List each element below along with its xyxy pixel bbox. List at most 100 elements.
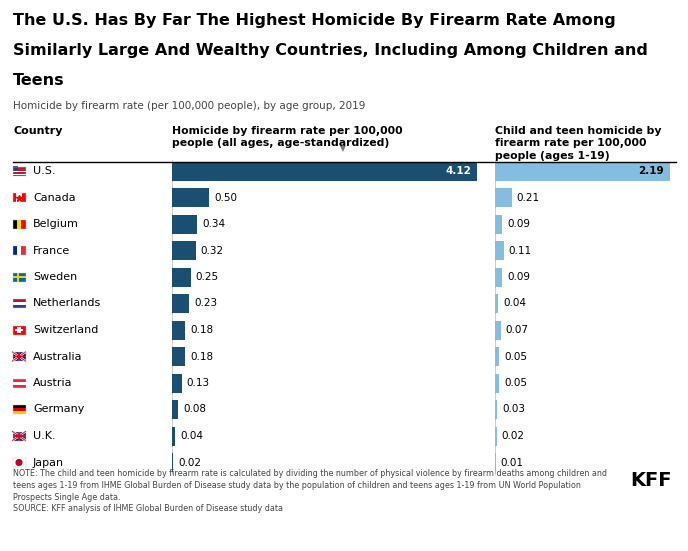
Text: France: France [33, 246, 70, 256]
Bar [495, 453, 496, 472]
Text: Japan: Japan [33, 457, 64, 467]
Text: 0.04: 0.04 [180, 431, 203, 441]
Text: 2.19: 2.19 [638, 166, 664, 176]
Bar [495, 294, 498, 313]
Bar [17, 327, 21, 333]
Bar [12, 435, 25, 436]
Text: 4.12: 4.12 [445, 166, 471, 176]
Text: Teens: Teens [13, 73, 65, 88]
Bar [12, 302, 25, 305]
Bar [495, 161, 670, 181]
Text: The U.S. Has By Far The Highest Homicide By Firearm Rate Among: The U.S. Has By Far The Highest Homicide… [13, 13, 616, 28]
Bar [172, 294, 189, 313]
Text: 0.18: 0.18 [191, 352, 213, 361]
Bar [18, 352, 20, 361]
Bar [495, 241, 504, 260]
Bar [12, 219, 17, 229]
Bar [172, 453, 173, 472]
Bar [495, 426, 497, 446]
Bar [12, 458, 25, 467]
Bar [12, 405, 25, 414]
Bar [17, 273, 19, 282]
Bar [12, 172, 25, 174]
Text: Germany: Germany [33, 404, 85, 414]
Text: U.K.: U.K. [33, 431, 56, 441]
Bar [172, 400, 178, 419]
Bar [12, 385, 25, 387]
Text: 0.18: 0.18 [191, 325, 213, 335]
Text: 0.05: 0.05 [504, 378, 527, 388]
Text: 0.21: 0.21 [517, 192, 540, 203]
Bar [12, 246, 25, 255]
Bar [18, 431, 20, 440]
Bar [22, 193, 25, 202]
Text: 0.05: 0.05 [504, 352, 527, 361]
Bar [12, 276, 25, 278]
Bar [12, 435, 25, 437]
Bar [12, 299, 25, 302]
Bar [495, 321, 501, 339]
Bar [495, 374, 499, 392]
Text: 0.11: 0.11 [509, 246, 532, 256]
Bar [172, 321, 185, 339]
Text: 0.01: 0.01 [501, 457, 524, 467]
Bar [21, 219, 25, 229]
Text: ▼: ▼ [340, 144, 346, 153]
Text: Homicide by firearm rate (per 100,000 people), by age group, 2019: Homicide by firearm rate (per 100,000 pe… [13, 101, 365, 111]
Bar [12, 326, 25, 334]
Bar [12, 166, 25, 176]
Bar [12, 326, 25, 334]
Text: Belgium: Belgium [33, 219, 79, 229]
Text: Sweden: Sweden [33, 272, 77, 282]
Bar [12, 379, 25, 381]
Bar [172, 188, 209, 207]
Bar [12, 166, 25, 176]
Text: KFF: KFF [630, 471, 672, 490]
Bar [17, 246, 21, 255]
Bar [12, 166, 18, 171]
Text: 0.25: 0.25 [195, 272, 219, 282]
Text: 0.09: 0.09 [507, 219, 530, 229]
Text: 0.03: 0.03 [502, 404, 526, 414]
Bar [172, 241, 195, 260]
Text: 0.02: 0.02 [502, 431, 524, 441]
Bar [172, 426, 175, 446]
Bar [172, 161, 477, 181]
Bar [21, 246, 25, 255]
Bar [495, 400, 497, 419]
Text: 0.50: 0.50 [214, 192, 237, 203]
Text: 0.07: 0.07 [506, 325, 528, 335]
Text: 0.04: 0.04 [503, 299, 526, 309]
Text: 0.02: 0.02 [178, 457, 202, 467]
Bar [12, 431, 25, 440]
Text: Country: Country [13, 126, 63, 136]
Bar [12, 246, 17, 255]
Bar [12, 355, 25, 358]
Text: 0.08: 0.08 [183, 404, 206, 414]
Bar [172, 214, 197, 234]
Bar [172, 347, 185, 366]
Bar [12, 299, 25, 308]
Bar [12, 219, 25, 229]
Text: Austria: Austria [33, 378, 72, 388]
Bar [12, 305, 25, 308]
Bar [12, 352, 25, 361]
Text: Australia: Australia [33, 352, 83, 361]
Bar [16, 193, 22, 202]
Bar [12, 411, 25, 414]
Bar [12, 171, 25, 172]
Bar [17, 219, 21, 229]
Bar [15, 329, 23, 331]
Bar [19, 431, 20, 440]
Bar [12, 431, 25, 440]
Text: 0.32: 0.32 [201, 246, 224, 256]
Text: 0.09: 0.09 [507, 272, 530, 282]
Text: Homicide by firearm rate per 100,000
people (all ages, age-standardized): Homicide by firearm rate per 100,000 peo… [172, 126, 402, 148]
Bar [12, 273, 25, 282]
Bar [19, 352, 20, 361]
Bar [12, 193, 16, 202]
Bar [172, 374, 182, 392]
Text: 0.34: 0.34 [202, 219, 225, 229]
Bar [12, 379, 25, 387]
Text: 0.13: 0.13 [186, 378, 210, 388]
